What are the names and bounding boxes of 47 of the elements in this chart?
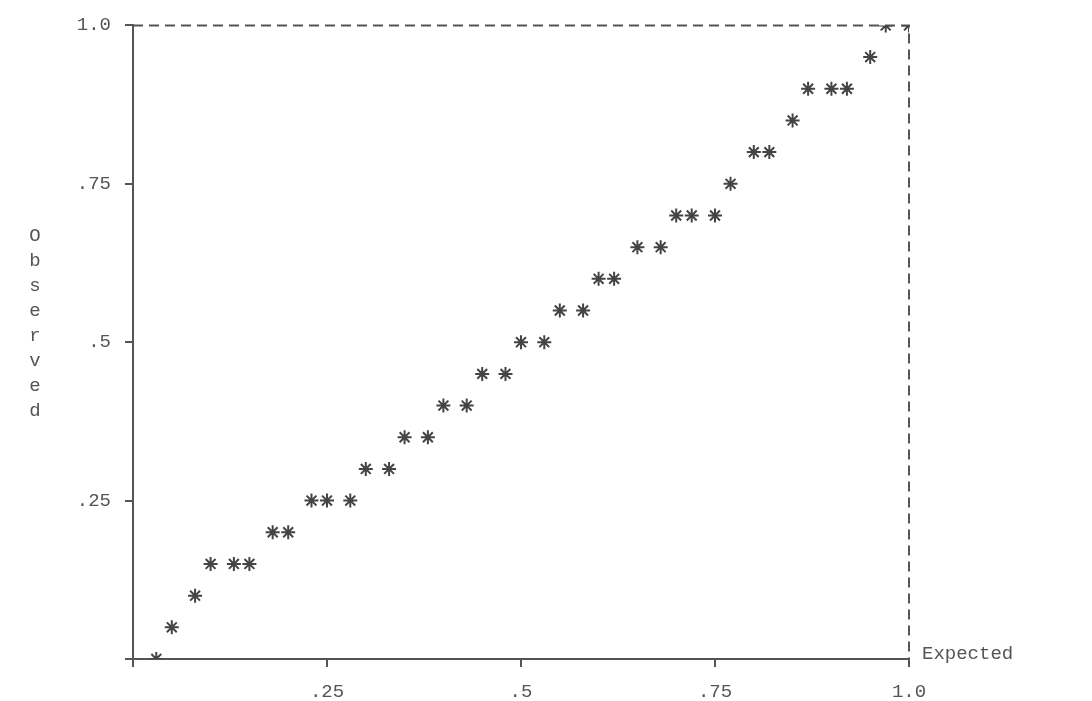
point [435, 397, 452, 414]
point [823, 80, 840, 97]
point [575, 302, 592, 319]
point [280, 524, 297, 541]
y-tick-label: .5 [88, 331, 111, 354]
y-axis-title: Observed [24, 225, 46, 425]
point [606, 270, 623, 287]
point [163, 619, 180, 636]
y-tick-label: .75 [76, 172, 111, 195]
point [319, 492, 335, 509]
point [838, 80, 855, 97]
x-tick-label: .75 [697, 681, 733, 701]
point [381, 460, 398, 477]
point [225, 555, 242, 572]
point [264, 524, 281, 541]
y-tick-label: 1.0 [76, 14, 111, 37]
point [342, 492, 359, 509]
point [745, 144, 762, 161]
point [396, 429, 413, 446]
point [590, 270, 607, 287]
point [419, 429, 436, 446]
x-tick-label: 1.0 [891, 681, 927, 701]
point [629, 239, 646, 256]
point [800, 80, 817, 97]
point [303, 492, 320, 509]
point [357, 460, 374, 477]
point [536, 334, 553, 351]
y-tick-label: .25 [76, 489, 111, 512]
point [241, 555, 258, 572]
point [652, 239, 669, 256]
x-tick-label: .25 [309, 681, 345, 701]
point [668, 207, 685, 224]
point [761, 144, 778, 161]
point [551, 302, 568, 319]
point [202, 555, 219, 572]
point [722, 175, 739, 192]
x-tick-label: .5 [509, 681, 533, 701]
point [513, 334, 529, 351]
point [784, 112, 801, 129]
point [458, 397, 475, 414]
point [862, 49, 879, 66]
point [187, 587, 204, 604]
point [707, 207, 723, 224]
point [683, 207, 700, 224]
x-axis-title: Expected [922, 643, 1014, 665]
point [497, 365, 514, 382]
point [474, 365, 491, 382]
